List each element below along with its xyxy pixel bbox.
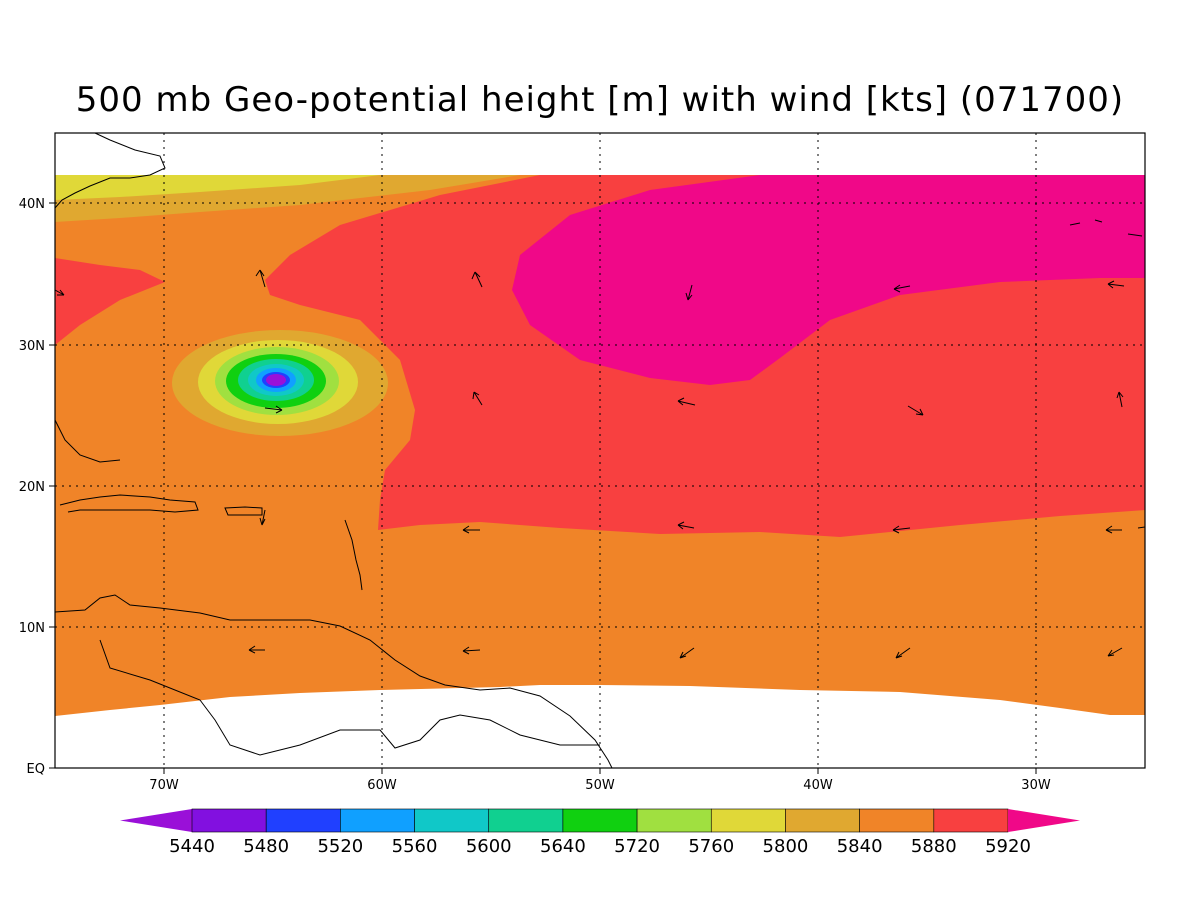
colorbar-swatch <box>933 808 1009 833</box>
colorbar-label: 5720 <box>614 836 660 857</box>
colorbar-label: 5520 <box>317 836 363 857</box>
colorbar-swatch <box>562 808 638 833</box>
wind-arrow <box>1137 526 1146 529</box>
wind-arrow <box>264 405 283 414</box>
wind-arrow <box>907 405 924 416</box>
wind-arrow <box>677 397 696 406</box>
wind-arrow <box>1107 647 1123 657</box>
lon-label-60w: 60W <box>367 778 397 793</box>
coastline-caribbean <box>59 494 199 513</box>
colorbar-swatch <box>636 808 712 833</box>
colorbar-label: 5600 <box>466 836 512 857</box>
wind-arrow <box>248 645 265 654</box>
tick-marks <box>49 202 1037 774</box>
lat-label-40n: 40N <box>19 197 45 212</box>
gridlines <box>55 133 1145 768</box>
wind-arrow <box>893 284 911 293</box>
colorbar-swatch <box>488 808 564 833</box>
wind-arrow <box>255 269 266 288</box>
lon-label-40w: 40W <box>803 778 833 793</box>
lat-label-10n: 10N <box>19 621 45 636</box>
colorbar-label: 5760 <box>688 836 734 857</box>
colorbar-label: 5880 <box>911 836 957 857</box>
wind-arrow <box>259 509 266 526</box>
lat-label-20n: 20N <box>19 480 45 495</box>
wind-arrow <box>895 647 911 659</box>
colorbar: 5440 5480 5520 5560 5600 5640 5720 5760 5800 5840… <box>120 808 1080 857</box>
wind-arrow <box>679 647 695 659</box>
lat-label-30n: 30N <box>19 339 45 354</box>
chart-title: 500 mb Geo-potential height [m] with win… <box>75 80 1125 120</box>
colorbar-swatch <box>785 808 860 833</box>
coastline-south-america <box>54 594 613 769</box>
colorbar-label: 5560 <box>392 836 438 857</box>
wind-arrow <box>1116 391 1124 408</box>
colorbar-swatch <box>710 808 786 833</box>
colorbar-label: 5840 <box>837 836 883 857</box>
coastlines <box>54 132 1143 769</box>
lat-label-eq: EQ <box>27 762 45 777</box>
wind-arrow <box>471 271 483 288</box>
wind-arrow <box>1105 525 1122 534</box>
colorbar-label: 5640 <box>540 836 586 857</box>
longitude-labels: 70W 60W 50W 40W 30W <box>149 778 1051 793</box>
cyclone-low <box>172 330 388 436</box>
coastline-hispaniola <box>224 506 263 516</box>
wind-arrow <box>54 289 65 296</box>
colorbar-label: 5920 <box>985 836 1031 857</box>
colorbar-swatch <box>859 808 935 833</box>
wind-arrow <box>892 525 911 534</box>
colorbar-label: 5800 <box>763 836 809 857</box>
coastline-bahamas <box>54 419 121 463</box>
colorbar-label: 5440 <box>169 836 215 857</box>
colorbar-swatch <box>265 808 341 833</box>
colorbar-swatch <box>191 808 267 833</box>
colorbar-arrow-low <box>120 809 192 832</box>
wind-vectors <box>54 269 1146 659</box>
colorbar-label: 5480 <box>243 836 289 857</box>
latitude-labels: EQ 10N 20N 30N 40N <box>19 197 45 777</box>
band-5960 <box>512 175 1145 385</box>
wind-arrow <box>1107 280 1125 289</box>
wind-arrow <box>462 525 480 534</box>
coastline-antilles <box>344 519 363 591</box>
wind-arrow <box>677 521 695 530</box>
lon-label-50w: 50W <box>585 778 615 793</box>
coastline-island-east <box>1069 219 1143 237</box>
height-field <box>55 175 1145 716</box>
wind-arrow <box>472 391 483 406</box>
colorbar-arrow-high <box>1008 809 1080 832</box>
colorbar-swatch <box>414 808 490 833</box>
wind-arrow <box>462 646 481 655</box>
coastline-venezuela-inland <box>99 639 600 756</box>
colorbar-swatch <box>340 808 415 833</box>
band-5920-west <box>55 258 165 345</box>
coastline-northeast-us <box>54 132 166 209</box>
wind-arrow <box>685 284 693 301</box>
lon-label-70w: 70W <box>149 778 179 793</box>
lon-label-30w: 30W <box>1021 778 1051 793</box>
band-5800-north <box>55 175 380 200</box>
